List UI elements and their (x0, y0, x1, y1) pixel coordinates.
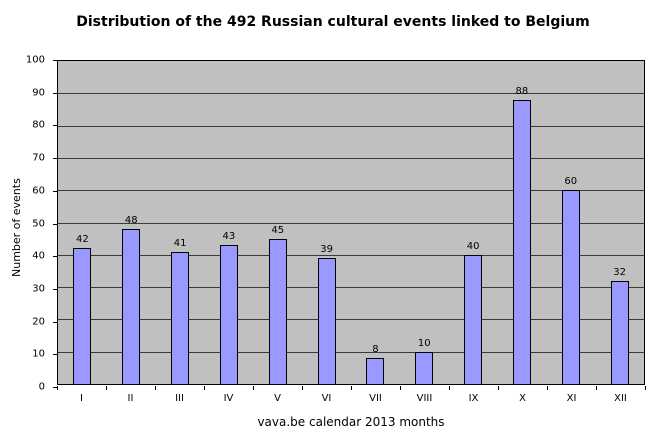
gridline (58, 190, 644, 192)
gridline (58, 319, 644, 321)
x-tick-mark (57, 386, 58, 390)
x-tick-label: II (127, 393, 134, 404)
x-tick-mark (351, 386, 352, 390)
x-tick-mark (253, 386, 254, 390)
y-tick-mark (53, 125, 57, 127)
y-tick-label: 50 (32, 218, 45, 229)
bar (268, 238, 287, 384)
x-tick-mark (155, 386, 156, 390)
x-axis-ticks: I II III IV V VI VII VIII IX X XI XII (57, 393, 645, 407)
y-axis-ticks: 0 10 20 30 40 50 60 70 80 90 100 (0, 55, 57, 393)
y-tick-label: 100 (25, 54, 45, 66)
x-tick-label: V (274, 393, 281, 404)
y-tick-label: 80 (32, 119, 45, 131)
gridline (58, 93, 644, 95)
x-tick-label: VI (321, 393, 332, 404)
bar (171, 251, 190, 384)
bar (219, 245, 238, 384)
bar (512, 99, 531, 384)
x-tick-mark (106, 386, 107, 390)
bar-value-label: 45 (271, 224, 285, 236)
bar-value-label: 60 (564, 176, 578, 188)
y-tick-label: 30 (32, 283, 45, 295)
x-tick-label: XII (614, 393, 627, 404)
x-axis-title: vava.be calendar 2013 months (257, 415, 445, 429)
y-tick-label: 90 (32, 87, 45, 99)
x-tick-mark (645, 386, 646, 390)
y-tick-mark (53, 321, 57, 323)
x-tick-mark (547, 386, 548, 390)
gridline (58, 222, 644, 224)
y-tick-mark (53, 158, 57, 160)
bar-value-label: 43 (222, 231, 236, 243)
x-axis-tick-marks (57, 386, 646, 390)
bar-value-label: 39 (320, 244, 333, 256)
x-tick-label: IX (468, 393, 479, 404)
y-tick-mark (53, 354, 57, 356)
y-tick-mark (53, 92, 57, 94)
x-tick-mark (204, 386, 205, 390)
bar (415, 351, 434, 384)
bar-value-label: 41 (173, 237, 187, 249)
bar (73, 248, 92, 384)
x-tick-mark (302, 386, 303, 390)
y-tick-mark (53, 190, 57, 192)
x-tick-mark (449, 386, 450, 390)
bar-value-label: 48 (124, 214, 138, 226)
bar-value-label: 40 (466, 240, 480, 252)
y-tick-label: 20 (32, 316, 45, 328)
y-tick-label: 0 (38, 381, 45, 393)
x-tick-label: IV (223, 393, 234, 404)
y-tick-label: 40 (32, 250, 45, 262)
bar (610, 280, 629, 384)
y-tick-label: 60 (32, 185, 45, 197)
x-tick-label: XI (566, 393, 577, 404)
y-tick-mark (53, 288, 57, 290)
bar-value-label: 88 (515, 85, 529, 97)
y-tick-mark (53, 387, 57, 388)
y-tick-mark (53, 223, 57, 225)
y-tick-label: 70 (32, 152, 45, 164)
gridline (58, 125, 644, 127)
gridline (58, 351, 644, 353)
bar-value-label: 10 (417, 337, 431, 349)
y-tick-mark (53, 256, 57, 258)
y-tick-mark (53, 60, 57, 61)
plot-area: 42 48 41 43 45 39 8 10 40 88 60 32 (57, 60, 645, 385)
gridline (58, 254, 644, 256)
bar (366, 358, 385, 384)
y-tick-label: 10 (32, 348, 45, 360)
bar-value-label: 8 (372, 344, 379, 356)
x-tick-mark (400, 386, 401, 390)
bar (317, 258, 336, 384)
bar (464, 254, 483, 384)
x-tick-mark (498, 386, 499, 390)
x-tick-label: I (80, 393, 83, 404)
gridline (58, 157, 644, 159)
bar (561, 190, 580, 384)
bar-value-label: 32 (613, 266, 626, 278)
chart-title: Distribution of the 492 Russian cultural… (76, 14, 590, 30)
x-tick-label: X (519, 393, 526, 404)
bar (122, 228, 141, 384)
x-tick-label: VII (369, 393, 382, 404)
x-tick-label: VIII (416, 393, 433, 404)
bar-value-label: 42 (76, 234, 89, 246)
x-tick-mark (596, 386, 597, 390)
x-tick-label: III (175, 393, 184, 404)
gridline (58, 287, 644, 289)
